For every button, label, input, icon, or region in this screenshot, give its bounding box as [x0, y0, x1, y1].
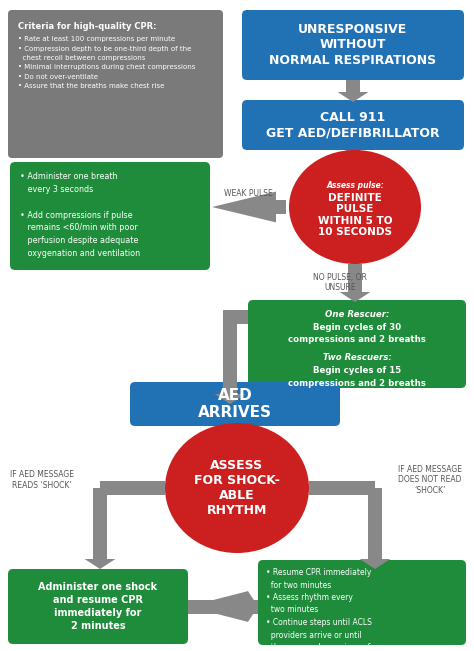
Text: Administer one shock
and resume CPR
immediately for
2 minutes: Administer one shock and resume CPR imme…	[38, 582, 157, 631]
Polygon shape	[309, 481, 375, 495]
Polygon shape	[93, 555, 107, 559]
Polygon shape	[230, 310, 248, 324]
Text: IF AED MESSAGE
READS ‘SHOCK’: IF AED MESSAGE READS ‘SHOCK’	[10, 470, 74, 490]
Polygon shape	[339, 292, 370, 302]
FancyBboxPatch shape	[8, 569, 188, 644]
Polygon shape	[368, 555, 382, 559]
Text: • Resume CPR immediately
  for two minutes
• Assess rhythm every
  two minutes
•: • Resume CPR immediately for two minutes…	[266, 568, 372, 651]
Polygon shape	[84, 559, 115, 569]
Polygon shape	[93, 488, 107, 555]
Polygon shape	[337, 92, 368, 102]
Polygon shape	[219, 438, 250, 448]
Polygon shape	[212, 191, 276, 223]
Text: WEAK PULSE: WEAK PULSE	[224, 189, 273, 197]
Text: • Administer one breath
   every 3 seconds

• Add compressions if pulse
   remai: • Administer one breath every 3 seconds …	[20, 172, 146, 284]
FancyBboxPatch shape	[248, 300, 466, 388]
Polygon shape	[360, 559, 391, 569]
Ellipse shape	[165, 423, 309, 553]
Text: compressions and 2 breaths: compressions and 2 breaths	[288, 335, 426, 344]
Polygon shape	[368, 488, 382, 555]
Polygon shape	[223, 310, 237, 392]
Text: NO PULSE, OR
UNSURE: NO PULSE, OR UNSURE	[313, 273, 367, 292]
Polygon shape	[228, 426, 242, 438]
Text: IF AED MESSAGE
DOES NOT READ
‘SHOCK’: IF AED MESSAGE DOES NOT READ ‘SHOCK’	[398, 465, 462, 495]
Polygon shape	[215, 394, 246, 404]
Text: DEFINITE
PULSE
WITHIN 5 TO
10 SECONDS: DEFINITE PULSE WITHIN 5 TO 10 SECONDS	[318, 193, 392, 238]
Text: compressions and 2 breaths: compressions and 2 breaths	[288, 378, 426, 387]
Polygon shape	[248, 600, 258, 613]
Text: • Rate at least 100 compressions per minute
• Compression depth to be one-third : • Rate at least 100 compressions per min…	[18, 36, 195, 89]
Polygon shape	[188, 591, 248, 622]
Text: AED
ARRIVES: AED ARRIVES	[198, 388, 272, 420]
Polygon shape	[276, 200, 286, 214]
Polygon shape	[346, 80, 360, 92]
Ellipse shape	[289, 150, 421, 264]
FancyBboxPatch shape	[130, 382, 340, 426]
Polygon shape	[100, 481, 165, 495]
Text: ASSESS
FOR SHOCK-
ABLE
RHYTHM: ASSESS FOR SHOCK- ABLE RHYTHM	[194, 459, 280, 517]
Polygon shape	[348, 264, 362, 292]
Polygon shape	[188, 600, 248, 613]
Text: Assess pulse:: Assess pulse:	[326, 180, 384, 189]
FancyBboxPatch shape	[10, 162, 210, 270]
Polygon shape	[248, 591, 258, 622]
FancyBboxPatch shape	[8, 10, 223, 158]
Polygon shape	[346, 150, 360, 162]
FancyBboxPatch shape	[242, 10, 464, 80]
Text: One Rescuer:: One Rescuer:	[325, 310, 389, 319]
Text: UNRESPONSIVE
WITHOUT
NORMAL RESPIRATIONS: UNRESPONSIVE WITHOUT NORMAL RESPIRATIONS	[269, 23, 437, 67]
Polygon shape	[223, 382, 237, 394]
FancyBboxPatch shape	[258, 560, 466, 645]
Text: Begin cycles of 30: Begin cycles of 30	[313, 322, 401, 331]
Text: Criteria for high-quality CPR:: Criteria for high-quality CPR:	[18, 22, 156, 31]
Text: Begin cycles of 15: Begin cycles of 15	[313, 366, 401, 375]
Text: Two Rescuers:: Two Rescuers:	[323, 353, 392, 363]
FancyBboxPatch shape	[242, 100, 464, 150]
Text: CALL 911
GET AED/DEFIBRILLATOR: CALL 911 GET AED/DEFIBRILLATOR	[266, 111, 440, 139]
Polygon shape	[337, 162, 368, 172]
